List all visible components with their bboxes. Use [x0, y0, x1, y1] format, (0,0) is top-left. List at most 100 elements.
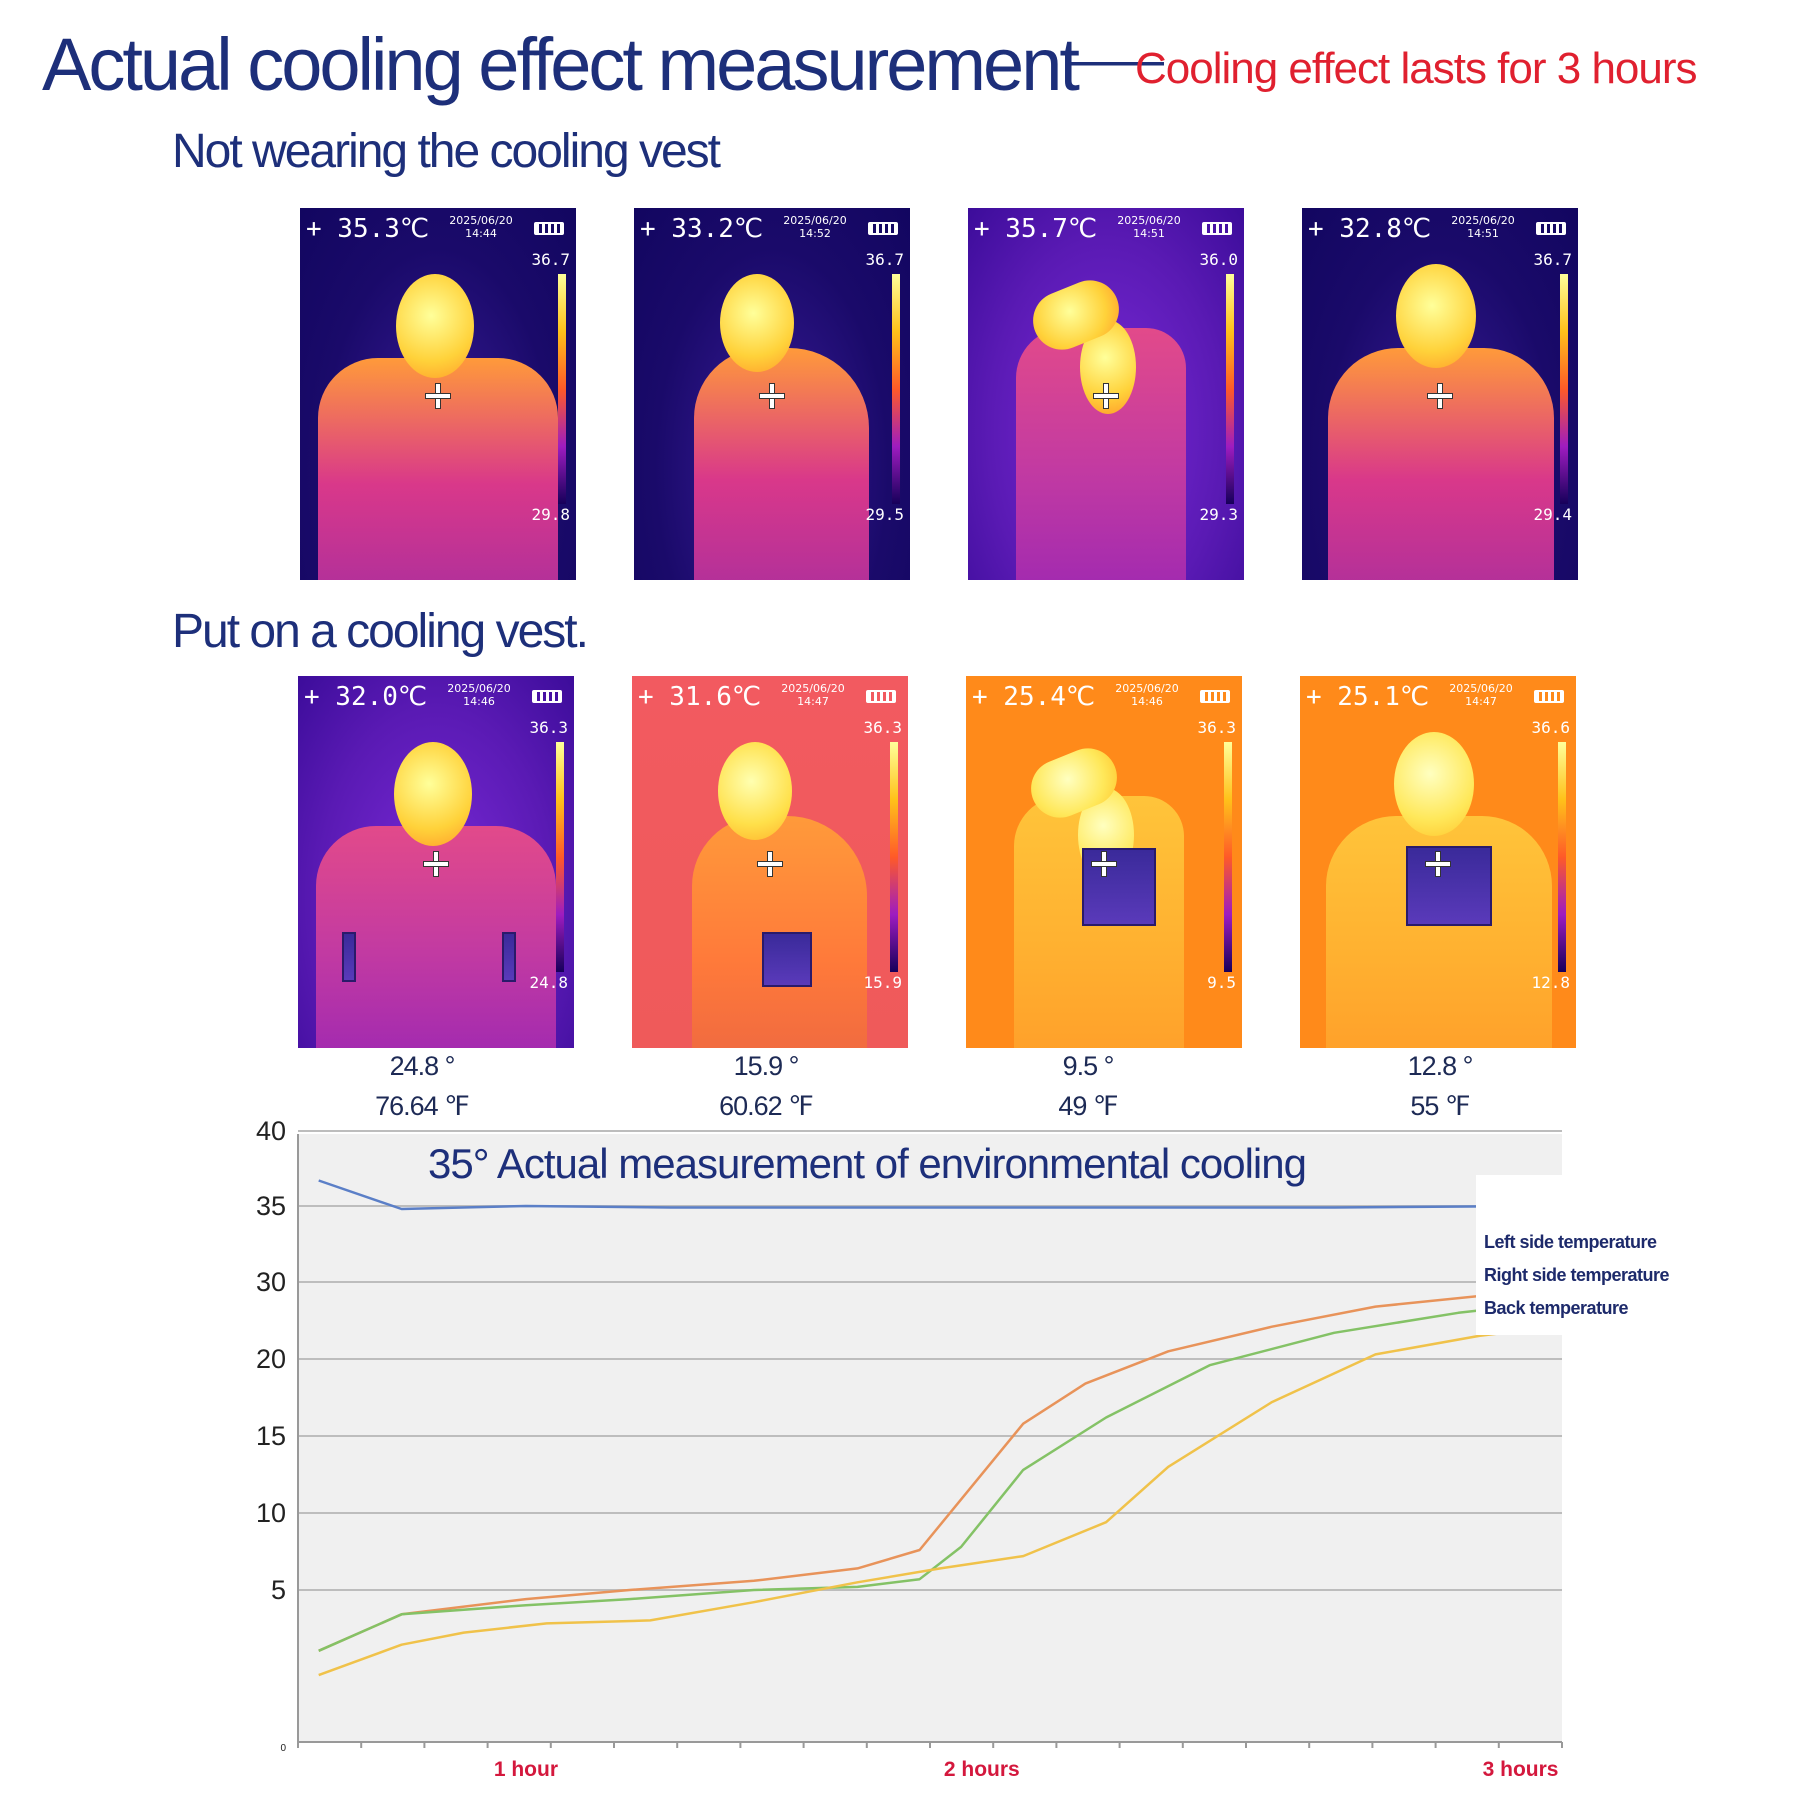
reading-fahrenheit: 76.64 ℉	[375, 1091, 470, 1121]
scale-min-value: 24.8	[529, 973, 568, 992]
reading-block: 9.5 ° 49 ℉	[950, 1046, 1226, 1126]
battery-icon	[534, 222, 564, 235]
x-tick-label: 2 hours	[944, 1758, 1020, 1781]
x-tick-label: 1 hour	[494, 1758, 558, 1781]
spot-temperature: + 35.7℃	[974, 214, 1098, 244]
page-subtitle: Cooling effect lasts for 3 hours	[1135, 44, 1698, 93]
reading-fahrenheit: 60.62 ℉	[719, 1091, 814, 1121]
title-dash: ——	[1066, 31, 1164, 89]
scale-min-value: 29.3	[1199, 505, 1238, 524]
y-tick-label: 35	[256, 1191, 286, 1221]
y-tick-label: 40	[256, 1116, 286, 1146]
color-scale-bar	[1558, 742, 1566, 972]
legend-entry: Right side temperature	[1484, 1265, 1670, 1285]
scale-max-value: 36.0	[1199, 250, 1238, 269]
legend-box	[1476, 1175, 1666, 1335]
plot-area	[298, 1134, 1562, 1742]
x-tick-label: 3 hours	[1483, 1758, 1559, 1781]
color-scale-bar	[1226, 274, 1234, 504]
color-scale-bar	[1224, 742, 1232, 972]
person-head-shape	[394, 742, 472, 846]
section-after-label: Put on a cooling vest.	[172, 605, 589, 658]
scale-min-value: 29.4	[1533, 505, 1572, 524]
person-head-shape	[1396, 264, 1476, 368]
color-scale-bar	[556, 742, 564, 972]
person-head-shape	[396, 274, 474, 378]
capture-timestamp: 2025/06/20 14:51	[1451, 214, 1515, 240]
person-body-shape	[694, 348, 869, 580]
thermal-image: + 25.4℃ 2025/06/20 14:46 36.3 9.5	[966, 676, 1242, 1048]
crosshair-icon	[1425, 851, 1451, 877]
cooling-pack-shape	[1406, 846, 1492, 926]
spot-temperature: + 31.6℃	[638, 682, 762, 712]
crosshair-icon	[1093, 383, 1119, 409]
thermal-image: + 32.0℃ 2025/06/20 14:46 36.3 24.8	[298, 676, 574, 1048]
spot-temperature: + 35.3℃	[306, 214, 430, 244]
capture-timestamp: 2025/06/20 14:52	[783, 214, 847, 240]
crosshair-icon	[757, 851, 783, 877]
reading-celsius: 12.8 °	[1407, 1051, 1474, 1081]
series-line	[318, 1326, 1542, 1677]
cooling-pack-shape	[762, 932, 812, 987]
spot-temperature: + 32.8℃	[1308, 214, 1432, 244]
scale-min-value: 12.8	[1531, 973, 1570, 992]
y-tick-label: 15	[256, 1421, 286, 1451]
thermal-image: + 32.8℃ 2025/06/20 14:51 36.7 29.4	[1302, 208, 1578, 580]
cooling-pack-shape	[502, 932, 516, 982]
y-tick-label: 20	[256, 1344, 286, 1374]
thermal-image: + 35.7℃ 2025/06/20 14:51 36.0 29.3	[968, 208, 1244, 580]
page-title: Actual cooling effect measurement	[42, 23, 1080, 106]
scale-min-value: 9.5	[1207, 973, 1236, 992]
capture-timestamp: 2025/06/20 14:51	[1117, 214, 1181, 240]
cooling-pack-shape	[342, 932, 356, 982]
battery-icon	[1200, 690, 1230, 703]
y-tick-label: 10	[256, 1498, 286, 1528]
thermal-image: + 25.1℃ 2025/06/20 14:47 36.6 12.8	[1300, 676, 1576, 1048]
reading-block: 12.8 ° 55 ℉	[1302, 1046, 1578, 1126]
crosshair-icon	[759, 383, 785, 409]
capture-timestamp: 2025/06/20 14:46	[1115, 682, 1179, 708]
color-scale-bar	[558, 274, 566, 504]
color-scale-bar	[1560, 274, 1568, 504]
reading-celsius: 24.8 °	[389, 1051, 456, 1081]
battery-icon	[532, 690, 562, 703]
y-tick-label: 5	[271, 1575, 286, 1605]
y-tick-label: 30	[256, 1267, 286, 1297]
crosshair-icon	[423, 851, 449, 877]
chart-title: 35° Actual measurement of environmental …	[428, 1140, 1306, 1187]
scale-max-value: 36.7	[865, 250, 904, 269]
battery-icon	[868, 222, 898, 235]
battery-icon	[866, 690, 896, 703]
reading-block: 24.8 ° 76.64 ℉	[284, 1046, 560, 1126]
scale-min-value: 15.9	[863, 973, 902, 992]
capture-timestamp: 2025/06/20 14:47	[1449, 682, 1513, 708]
reading-fahrenheit: 49 ℉	[1058, 1091, 1118, 1121]
thermal-image: + 35.3℃ 2025/06/20 14:44 36.7 29.8	[300, 208, 576, 580]
series-line	[318, 1288, 1542, 1652]
scale-max-value: 36.3	[863, 718, 902, 737]
spot-temperature: + 25.4℃	[972, 682, 1096, 712]
section-before-label: Not wearing the cooling vest	[172, 125, 721, 178]
scale-min-value: 29.8	[531, 505, 570, 524]
reading-celsius: 15.9 °	[733, 1051, 800, 1081]
capture-timestamp: 2025/06/20 14:44	[449, 214, 513, 240]
y-tick-label: 0	[280, 1743, 286, 1754]
scale-max-value: 36.7	[1533, 250, 1572, 269]
battery-icon	[1536, 222, 1566, 235]
person-head-shape	[1394, 732, 1474, 836]
scale-min-value: 29.5	[865, 505, 904, 524]
spot-temperature: + 32.0℃	[304, 682, 428, 712]
scale-max-value: 36.3	[1197, 718, 1236, 737]
battery-icon	[1534, 690, 1564, 703]
spot-temperature: + 25.1℃	[1306, 682, 1430, 712]
battery-icon	[1202, 222, 1232, 235]
scale-max-value: 36.6	[1531, 718, 1570, 737]
legend-entry: Left side temperature	[1484, 1232, 1657, 1252]
reading-celsius: 9.5 °	[1062, 1051, 1115, 1081]
crosshair-icon	[1427, 383, 1453, 409]
legend-entry: Back temperature	[1484, 1298, 1629, 1318]
thermal-image: + 31.6℃ 2025/06/20 14:47 36.3 15.9	[632, 676, 908, 1048]
series-line	[318, 1302, 1542, 1652]
person-head-shape	[718, 742, 792, 840]
